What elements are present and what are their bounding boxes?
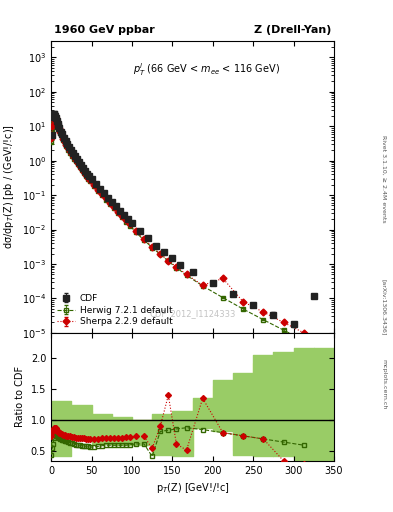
X-axis label: p$_T$(Z) [GeV!/!c]: p$_T$(Z) [GeV!/!c] xyxy=(156,481,230,495)
Text: CDF_2012_I1124333: CDF_2012_I1124333 xyxy=(149,309,236,318)
Y-axis label: dσ/dp$_T$(Z) [pb / (GeV!/!c)]: dσ/dp$_T$(Z) [pb / (GeV!/!c)] xyxy=(2,124,17,249)
Text: mcplots.cern.ch: mcplots.cern.ch xyxy=(381,359,386,409)
Text: Rivet 3.1.10, ≥ 2.4M events: Rivet 3.1.10, ≥ 2.4M events xyxy=(381,135,386,223)
Text: Z (Drell-Yan): Z (Drell-Yan) xyxy=(254,25,331,35)
Y-axis label: Ratio to CDF: Ratio to CDF xyxy=(15,366,25,428)
Legend: CDF, Herwig 7.2.1 default, Sherpa 2.2.9 default: CDF, Herwig 7.2.1 default, Sherpa 2.2.9 … xyxy=(55,292,174,328)
Text: 1960 GeV ppbar: 1960 GeV ppbar xyxy=(54,25,155,35)
Text: [arXiv:1306.3436]: [arXiv:1306.3436] xyxy=(381,279,386,335)
Text: $p_T^l$ (66 GeV < $m_{ee}$ < 116 GeV): $p_T^l$ (66 GeV < $m_{ee}$ < 116 GeV) xyxy=(133,61,280,78)
